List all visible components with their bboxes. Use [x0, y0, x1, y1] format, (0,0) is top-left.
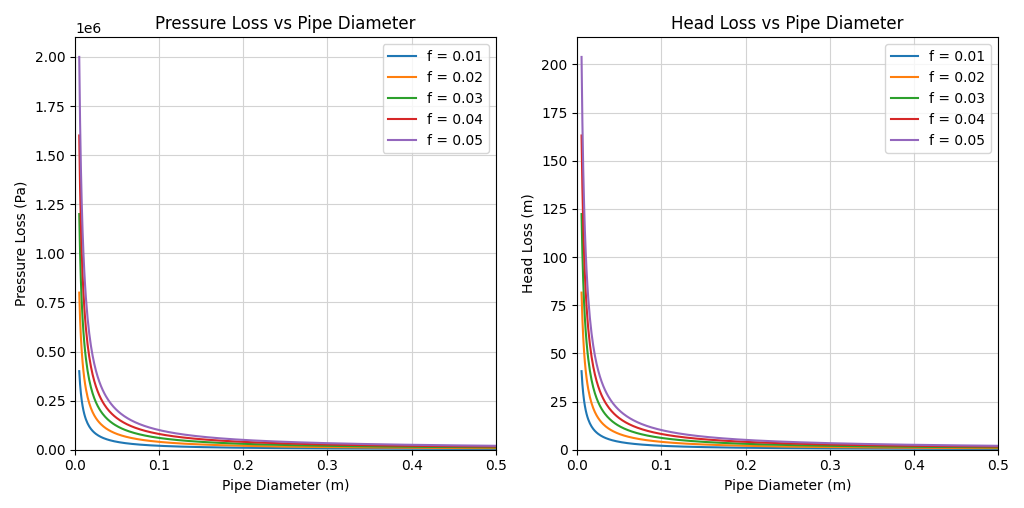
f = 0.01	[321, 446, 333, 452]
f = 0.02	[489, 445, 502, 451]
f = 0.05	[321, 440, 333, 446]
f = 0.05	[982, 442, 994, 449]
f = 0.04	[73, 133, 85, 139]
f = 0.04	[916, 443, 929, 449]
f = 0.04	[271, 440, 284, 446]
f = 0.01	[273, 445, 286, 451]
f = 0.01	[823, 446, 836, 452]
f = 0.02	[298, 444, 310, 450]
f = 0.03	[298, 442, 310, 449]
f = 0.02	[801, 444, 813, 450]
f = 0.03	[801, 442, 813, 449]
f = 0.01	[801, 445, 813, 451]
f = 0.05	[773, 438, 785, 444]
Legend: f = 0.01, f = 0.02, f = 0.03, f = 0.04, f = 0.05: f = 0.01, f = 0.02, f = 0.03, f = 0.04, …	[885, 44, 991, 153]
f = 0.04	[479, 443, 492, 450]
Line: f = 0.04: f = 0.04	[79, 136, 496, 447]
Line: f = 0.02: f = 0.02	[79, 293, 496, 448]
X-axis label: Pipe Diameter (m): Pipe Diameter (m)	[724, 479, 851, 493]
f = 0.02	[73, 290, 85, 296]
Line: f = 0.03: f = 0.03	[79, 214, 496, 448]
f = 0.04	[992, 443, 1005, 450]
Legend: f = 0.01, f = 0.02, f = 0.03, f = 0.04, f = 0.05: f = 0.01, f = 0.02, f = 0.03, f = 0.04, …	[383, 44, 488, 153]
Line: f = 0.01: f = 0.01	[582, 371, 998, 449]
f = 0.05	[801, 439, 813, 446]
f = 0.05	[489, 443, 502, 449]
f = 0.02	[982, 445, 994, 451]
f = 0.05	[776, 438, 788, 444]
f = 0.05	[273, 438, 286, 444]
f = 0.01	[575, 368, 588, 374]
f = 0.04	[489, 443, 502, 450]
Line: f = 0.04: f = 0.04	[582, 136, 998, 447]
f = 0.03	[489, 444, 502, 451]
f = 0.02	[415, 445, 427, 451]
f = 0.02	[776, 443, 788, 450]
f = 0.04	[776, 440, 788, 447]
Title: Pressure Loss vs Pipe Diameter: Pressure Loss vs Pipe Diameter	[156, 15, 416, 33]
f = 0.03	[271, 442, 284, 448]
f = 0.04	[982, 443, 994, 450]
f = 0.01	[982, 446, 994, 452]
f = 0.03	[575, 211, 588, 217]
f = 0.02	[575, 290, 588, 296]
f = 0.03	[773, 442, 785, 448]
Y-axis label: Head Loss (m): Head Loss (m)	[521, 194, 536, 294]
f = 0.05	[73, 54, 85, 60]
f = 0.02	[992, 445, 1005, 451]
f = 0.01	[992, 446, 1005, 452]
f = 0.03	[916, 444, 929, 450]
Line: f = 0.02: f = 0.02	[582, 293, 998, 448]
Title: Head Loss vs Pipe Diameter: Head Loss vs Pipe Diameter	[672, 15, 904, 33]
f = 0.05	[479, 442, 492, 449]
f = 0.05	[916, 442, 929, 448]
f = 0.02	[773, 443, 785, 450]
f = 0.02	[271, 443, 284, 450]
f = 0.03	[823, 443, 836, 449]
f = 0.03	[992, 444, 1005, 451]
f = 0.01	[479, 446, 492, 452]
f = 0.04	[575, 133, 588, 139]
f = 0.01	[271, 445, 284, 451]
f = 0.05	[271, 438, 284, 444]
Line: f = 0.05: f = 0.05	[79, 57, 496, 446]
f = 0.02	[823, 444, 836, 450]
f = 0.04	[273, 440, 286, 447]
f = 0.03	[479, 444, 492, 451]
Line: f = 0.01: f = 0.01	[79, 371, 496, 449]
X-axis label: Pipe Diameter (m): Pipe Diameter (m)	[221, 479, 349, 493]
Line: f = 0.03: f = 0.03	[582, 214, 998, 448]
f = 0.02	[479, 445, 492, 451]
f = 0.03	[321, 443, 333, 449]
f = 0.05	[298, 439, 310, 446]
f = 0.04	[823, 441, 836, 448]
f = 0.01	[73, 368, 85, 374]
f = 0.04	[801, 441, 813, 447]
f = 0.03	[776, 442, 788, 448]
f = 0.02	[273, 443, 286, 450]
f = 0.05	[575, 54, 588, 60]
f = 0.02	[916, 445, 929, 451]
f = 0.04	[773, 440, 785, 446]
f = 0.02	[321, 444, 333, 450]
f = 0.01	[773, 445, 785, 451]
f = 0.03	[273, 442, 286, 448]
f = 0.01	[489, 446, 502, 452]
f = 0.01	[298, 445, 310, 451]
f = 0.03	[73, 211, 85, 217]
f = 0.03	[415, 444, 427, 450]
f = 0.01	[776, 445, 788, 451]
f = 0.05	[415, 442, 427, 448]
f = 0.01	[916, 446, 929, 452]
Line: f = 0.05: f = 0.05	[582, 57, 998, 446]
f = 0.03	[982, 444, 994, 451]
f = 0.04	[321, 441, 333, 448]
f = 0.05	[992, 443, 1005, 449]
f = 0.04	[415, 443, 427, 449]
f = 0.01	[415, 446, 427, 452]
f = 0.05	[823, 440, 836, 446]
Y-axis label: Pressure Loss (Pa): Pressure Loss (Pa)	[15, 181, 29, 306]
f = 0.04	[298, 441, 310, 447]
